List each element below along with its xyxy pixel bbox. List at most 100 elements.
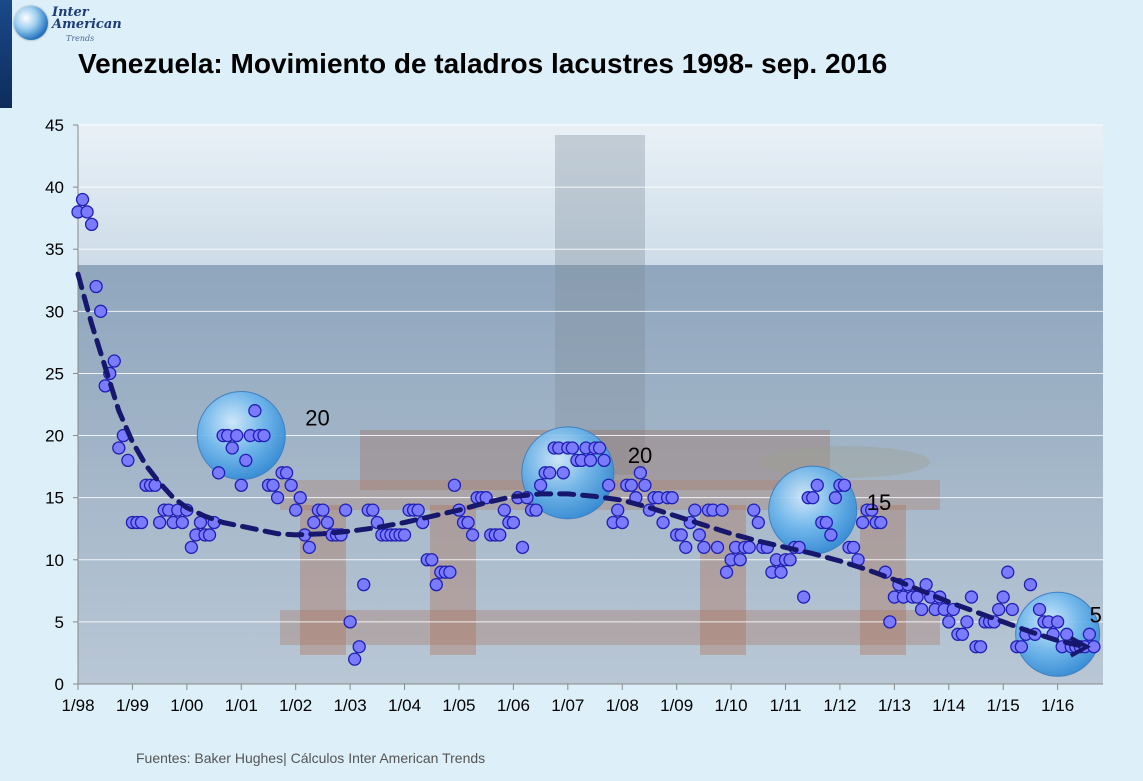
annotation-labels: 20 20 15 5 bbox=[305, 406, 1102, 628]
sky-area bbox=[78, 125, 1103, 265]
data-point bbox=[1005, 602, 1019, 617]
source-note: Fuentes: Baker Hughes| Cálculos Inter Am… bbox=[136, 750, 486, 766]
data-point bbox=[225, 441, 239, 455]
data-point bbox=[270, 491, 285, 505]
data-point bbox=[184, 540, 199, 555]
data-point bbox=[783, 553, 797, 567]
x-tick-label: 1/15 bbox=[987, 696, 1020, 715]
data-point bbox=[1050, 615, 1065, 629]
chart-title: Venezuela: Movimiento de taladros lacust… bbox=[78, 48, 888, 79]
data-point bbox=[533, 478, 548, 492]
data-point bbox=[992, 602, 1006, 617]
logo-line1: Inter bbox=[52, 5, 89, 20]
data-point bbox=[211, 466, 226, 480]
data-point bbox=[565, 441, 580, 455]
data-point bbox=[960, 615, 974, 629]
data-point bbox=[837, 478, 852, 492]
x-tick-label: 1/08 bbox=[606, 696, 639, 715]
data-point bbox=[715, 503, 729, 517]
x-tick-label: 1/02 bbox=[279, 696, 312, 715]
data-point bbox=[343, 615, 357, 629]
data-point bbox=[810, 478, 824, 492]
data-point bbox=[465, 528, 480, 542]
logo-text: Inter American bbox=[52, 5, 122, 32]
y-tick-label: 5 bbox=[55, 613, 64, 632]
data-point bbox=[846, 540, 861, 555]
axes: 0 5 10 15 20 25 30 35 40 45 1/98 1/99 1/00 1/01 1/02 1/… bbox=[45, 116, 1103, 715]
helipad bbox=[760, 446, 930, 478]
inter-american-trends-logo: Inter American Trends bbox=[14, 4, 124, 44]
data-point bbox=[302, 540, 316, 555]
data-point bbox=[230, 428, 244, 443]
data-point bbox=[688, 503, 702, 517]
data-point bbox=[597, 453, 611, 468]
data-point bbox=[307, 515, 321, 530]
data-point bbox=[819, 515, 833, 530]
data-point bbox=[797, 590, 811, 604]
data-point bbox=[284, 478, 298, 492]
side-accent-bar bbox=[0, 0, 12, 108]
x-tick-label: 1/09 bbox=[660, 696, 693, 715]
data-point bbox=[638, 478, 652, 492]
data-point bbox=[865, 503, 879, 517]
data-point bbox=[914, 602, 929, 617]
data-point bbox=[1001, 565, 1015, 579]
data-point bbox=[710, 540, 725, 555]
data-point bbox=[747, 503, 761, 517]
data-point bbox=[515, 540, 530, 555]
data-point bbox=[121, 453, 135, 468]
data-point bbox=[874, 515, 888, 530]
data-point bbox=[679, 540, 693, 555]
data-point bbox=[279, 466, 294, 480]
x-tick-label: 1/04 bbox=[388, 696, 421, 715]
data-point bbox=[357, 577, 371, 592]
data-point bbox=[656, 515, 670, 530]
data-point bbox=[543, 466, 557, 480]
y-tick-label: 20 bbox=[45, 427, 64, 446]
data-point bbox=[338, 503, 353, 517]
data-point bbox=[80, 205, 94, 219]
data-point bbox=[556, 466, 570, 480]
data-point bbox=[996, 590, 1010, 604]
x-tick-label: 1/10 bbox=[715, 696, 748, 715]
y-tick-label: 0 bbox=[55, 675, 64, 694]
data-point bbox=[289, 503, 303, 517]
data-point bbox=[824, 528, 838, 542]
data-point bbox=[107, 354, 121, 368]
y-tick-label: 45 bbox=[45, 116, 64, 135]
data-point bbox=[665, 491, 679, 505]
data-point bbox=[316, 503, 330, 517]
x-tick-label: 1/07 bbox=[551, 696, 584, 715]
data-point bbox=[112, 441, 126, 455]
data-point bbox=[583, 453, 598, 468]
data-point bbox=[615, 515, 629, 530]
x-tick-label: 1/99 bbox=[116, 696, 149, 715]
data-point bbox=[352, 640, 366, 654]
annotation-label: 20 bbox=[628, 443, 652, 468]
data-point bbox=[692, 528, 706, 542]
data-point bbox=[529, 503, 543, 517]
data-point bbox=[964, 590, 979, 604]
data-point bbox=[429, 577, 443, 592]
trend-line bbox=[75, 271, 1091, 658]
annotation-label: 20 bbox=[305, 406, 329, 431]
data-point bbox=[75, 192, 90, 207]
data-point bbox=[697, 540, 711, 555]
data-point bbox=[883, 615, 897, 629]
x-tick-label: 1/01 bbox=[225, 696, 258, 715]
logo-line3: Trends bbox=[66, 34, 95, 43]
data-point bbox=[348, 652, 362, 666]
data-point bbox=[425, 553, 439, 567]
data-point bbox=[1023, 577, 1038, 592]
data-point bbox=[461, 515, 475, 530]
logo-line2: American bbox=[52, 17, 122, 32]
data-point bbox=[1014, 640, 1029, 654]
data-point bbox=[257, 428, 271, 443]
data-point bbox=[397, 528, 412, 542]
x-tick-label: 1/12 bbox=[823, 696, 856, 715]
data-point bbox=[633, 466, 648, 480]
data-point bbox=[447, 478, 462, 492]
y-tick-label: 25 bbox=[45, 364, 64, 383]
trend-arrowhead bbox=[1069, 635, 1091, 658]
